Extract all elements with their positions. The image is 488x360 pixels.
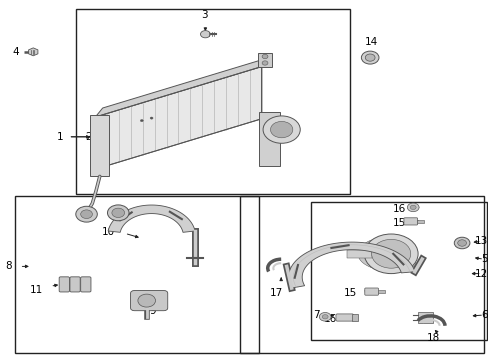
Circle shape — [319, 312, 330, 321]
Text: 10: 10 — [102, 227, 115, 237]
Circle shape — [364, 234, 417, 274]
Text: 13: 13 — [474, 236, 487, 246]
FancyBboxPatch shape — [59, 277, 69, 292]
Text: 12: 12 — [474, 269, 487, 279]
Text: 7: 7 — [312, 310, 319, 320]
Text: 11: 11 — [30, 285, 43, 295]
Bar — [239, 196, 483, 353]
Text: 8: 8 — [5, 261, 12, 271]
FancyBboxPatch shape — [81, 277, 91, 292]
Polygon shape — [95, 58, 268, 117]
FancyBboxPatch shape — [335, 314, 353, 321]
Bar — [310, 202, 486, 340]
Text: 3: 3 — [201, 10, 207, 20]
Text: 15: 15 — [392, 218, 405, 228]
Bar — [417, 312, 432, 323]
Text: 9: 9 — [149, 306, 156, 316]
Circle shape — [270, 121, 292, 138]
Text: 1: 1 — [57, 132, 63, 142]
FancyBboxPatch shape — [70, 277, 80, 292]
Bar — [90, 115, 109, 176]
Text: 16: 16 — [392, 204, 405, 214]
Circle shape — [81, 210, 92, 219]
Bar — [377, 290, 385, 293]
Text: 2: 2 — [85, 132, 92, 142]
Circle shape — [200, 31, 210, 38]
Polygon shape — [288, 242, 414, 288]
Circle shape — [365, 54, 374, 61]
Text: 14: 14 — [364, 37, 378, 47]
Circle shape — [262, 54, 267, 59]
Bar — [15, 196, 259, 353]
Bar — [257, 53, 272, 67]
Circle shape — [107, 205, 129, 221]
Text: 17: 17 — [269, 288, 283, 298]
Circle shape — [140, 120, 143, 122]
Bar — [351, 314, 357, 321]
Polygon shape — [108, 205, 195, 232]
Circle shape — [150, 117, 153, 119]
Circle shape — [263, 116, 300, 143]
Circle shape — [112, 208, 124, 217]
Circle shape — [262, 61, 267, 65]
Circle shape — [361, 51, 378, 64]
FancyBboxPatch shape — [403, 218, 417, 225]
Text: 5: 5 — [480, 254, 487, 264]
Text: 16: 16 — [324, 314, 337, 324]
Circle shape — [409, 205, 415, 210]
Bar — [416, 220, 424, 223]
FancyArrow shape — [346, 250, 371, 258]
Circle shape — [457, 240, 466, 246]
FancyBboxPatch shape — [130, 291, 167, 311]
Circle shape — [76, 206, 97, 222]
Circle shape — [322, 315, 327, 319]
Circle shape — [371, 239, 410, 268]
Bar — [76, 9, 349, 194]
Polygon shape — [357, 240, 417, 271]
Polygon shape — [95, 67, 261, 169]
Circle shape — [138, 294, 155, 307]
Text: 15: 15 — [343, 288, 356, 298]
FancyBboxPatch shape — [364, 288, 378, 295]
Circle shape — [453, 237, 469, 249]
Circle shape — [407, 203, 418, 212]
Text: 6: 6 — [480, 310, 487, 320]
Text: 18: 18 — [426, 333, 439, 343]
Text: 4: 4 — [13, 47, 20, 57]
Bar — [259, 112, 279, 166]
